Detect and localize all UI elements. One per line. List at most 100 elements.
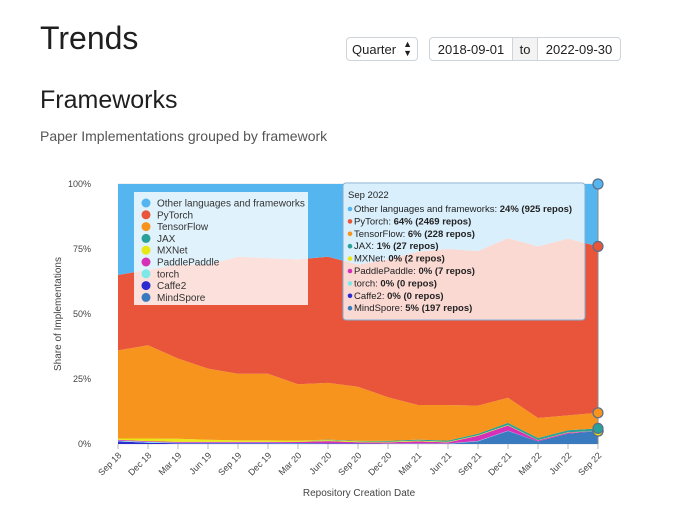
tooltip-row-value: 5% (197 repos): [405, 303, 472, 314]
x-tick-label: Dec 21: [486, 450, 513, 477]
tooltip-row-label: PyTorch:: [354, 216, 394, 227]
tooltip-row: TensorFlow: 6% (228 repos): [354, 229, 475, 240]
tooltip-row-label: MXNet:: [354, 254, 388, 265]
date-separator: to: [513, 38, 538, 60]
legend-swatch: [141, 210, 151, 220]
y-tick-label: 0%: [78, 439, 91, 449]
legend-swatch: [141, 292, 151, 302]
y-axis-title: Share of Implementations: [53, 257, 64, 371]
select-caret-icon: ▲ ▼: [403, 39, 412, 58]
x-tick-label: Jun 22: [547, 450, 573, 476]
tooltip-row: Caffe2: 0% (0 repos): [354, 291, 444, 302]
legend-item-torch[interactable]: torch: [141, 269, 180, 280]
legend-label: PyTorch: [157, 210, 193, 221]
chart-legend: Other languages and frameworksPyTorchTen…: [134, 192, 308, 305]
area-mxnet[interactable]: [118, 425, 598, 443]
period-select[interactable]: Quarter ▲ ▼: [346, 37, 418, 61]
date-range-picker: 2018-09-01 to 2022-09-30: [429, 37, 621, 61]
tooltip-bullet: [347, 293, 353, 299]
legend-item-jax[interactable]: JAX: [141, 233, 176, 245]
x-tick-label: Mar 22: [517, 450, 544, 477]
tooltip-bullet: [347, 268, 353, 274]
tooltip-row: PaddlePaddle: 0% (7 repos): [354, 266, 475, 277]
tooltip-row-value: 6% (228 repos): [408, 229, 475, 240]
tooltip-row: JAX: 1% (27 repos): [354, 241, 438, 252]
x-tick-label: Sep 22: [576, 450, 603, 477]
tooltip-bullet: [347, 219, 353, 224]
x-tick-label: Jun 20: [307, 450, 333, 476]
tooltip-row-value: 0% (0 repos): [380, 278, 437, 289]
x-tick-label: Sep 19: [216, 450, 243, 477]
legend-label: MindSpore: [157, 293, 206, 304]
legend-swatch: [141, 257, 151, 267]
legend-swatch: [141, 222, 151, 232]
tooltip-row-value: 0% (2 repos): [388, 254, 445, 265]
x-tick-label: Dec 18: [126, 450, 153, 477]
hover-marker-jax[interactable]: [592, 422, 604, 434]
legend-label: TensorFlow: [157, 222, 209, 233]
tooltip-row-label: MindSpore:: [354, 303, 405, 314]
legend-item-pytorch[interactable]: PyTorch: [141, 210, 194, 221]
period-select-value: Quarter: [352, 41, 397, 57]
legend-swatch: [141, 281, 151, 291]
tooltip-row-label: TensorFlow:: [354, 229, 408, 240]
tooltip-row: PyTorch: 64% (2469 repos): [354, 216, 471, 227]
y-tick-label: 100%: [68, 179, 91, 189]
legend-label: PaddlePaddle: [157, 258, 220, 269]
legend-label: Caffe2: [157, 281, 187, 292]
end-date-input[interactable]: 2022-09-30: [545, 41, 613, 57]
start-date-input[interactable]: 2018-09-01: [430, 38, 513, 60]
tooltip-bullet: [347, 305, 353, 311]
tooltip-row: torch: 0% (0 repos): [354, 278, 437, 289]
area-torch[interactable]: [118, 430, 598, 444]
x-tick-label: Sep 20: [336, 450, 363, 477]
tooltip-row-value: 24% (925 repos): [500, 204, 572, 215]
area-mindspore[interactable]: [118, 431, 598, 444]
tooltip-row-value: 1% (27 repos): [377, 241, 439, 252]
tooltip-row-label: Caffe2:: [354, 291, 387, 302]
tooltip-bullet: [347, 281, 353, 286]
x-tick-label: Mar 19: [157, 450, 184, 477]
legend-item-mindspore[interactable]: MindSpore: [141, 292, 206, 304]
legend-label: MXNet: [157, 246, 188, 257]
tooltip-bullet: [347, 206, 353, 212]
legend-item-caffe2[interactable]: Caffe2: [141, 281, 187, 292]
y-tick-label: 50%: [73, 309, 91, 319]
page-title: Trends: [40, 20, 139, 56]
legend-swatch: [141, 233, 151, 243]
legend-label: torch: [157, 269, 179, 280]
y-tick-label: 25%: [73, 374, 91, 384]
legend-item-mxnet[interactable]: MXNet: [141, 245, 188, 257]
area-paddlepaddle[interactable]: [118, 425, 598, 444]
hover-marker-tensorflow[interactable]: [592, 407, 604, 419]
x-axis-title: Repository Creation Date: [303, 488, 416, 499]
x-tick-label: Mar 20: [277, 450, 304, 477]
hover-marker-other-languages-and-frameworks[interactable]: [592, 178, 604, 190]
tooltip-row: MindSpore: 5% (197 repos): [354, 303, 472, 314]
legend-swatch: [141, 269, 151, 279]
legend-swatch: [141, 245, 151, 255]
x-tick-label: Jun 21: [427, 450, 453, 476]
legend-item-tensorflow[interactable]: TensorFlow: [141, 222, 209, 233]
tooltip-row-label: JAX:: [354, 241, 377, 252]
legend-item-paddlepaddle[interactable]: PaddlePaddle: [141, 257, 220, 269]
tooltip-row-value: 64% (2469 repos): [394, 216, 472, 227]
hover-tooltip: Sep 2022 Other languages and frameworks: …: [342, 182, 586, 321]
tooltip-row-label: PaddlePaddle:: [354, 266, 418, 277]
tooltip-bullet: [347, 256, 353, 261]
hover-marker-pytorch[interactable]: [592, 240, 604, 252]
tooltip-row: Other languages and frameworks: 24% (925…: [354, 204, 572, 215]
legend-item-other-languages-and-frameworks[interactable]: Other languages and frameworks: [141, 198, 305, 210]
section-subtitle: Paper Implementations grouped by framewo…: [40, 128, 328, 144]
legend-background: [134, 192, 308, 305]
area-tensorflow[interactable]: [118, 345, 598, 441]
x-tick-label: Dec 20: [366, 450, 393, 477]
x-tick-label: Mar 21: [397, 450, 424, 477]
tooltip-title: Sep 2022: [348, 190, 389, 201]
x-tick-label: Jun 19: [187, 450, 213, 476]
tooltip-row-value: 0% (7 repos): [418, 266, 475, 277]
tooltip-box: [342, 182, 586, 321]
y-tick-label: 75%: [73, 244, 91, 254]
tooltip-row-label: Other languages and frameworks:: [354, 204, 500, 215]
